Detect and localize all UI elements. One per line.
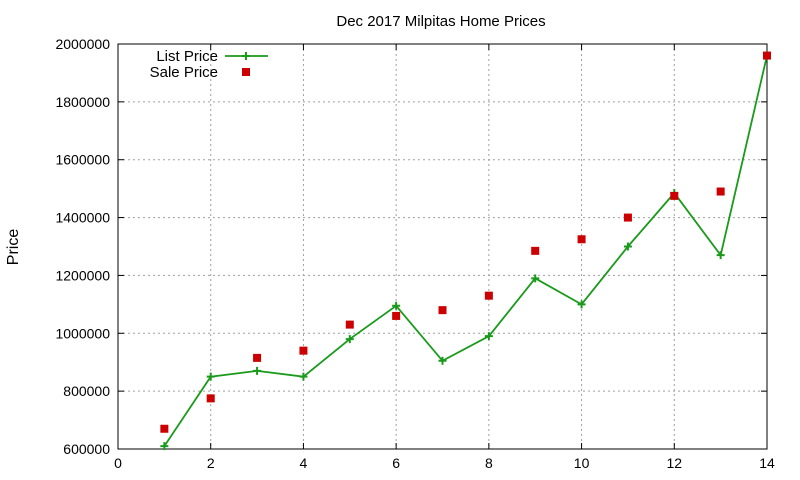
data-point — [345, 335, 354, 344]
x-tick-label: 10 — [574, 455, 590, 471]
axis-ticks — [117, 43, 768, 450]
plot-frame — [117, 43, 768, 450]
data-point — [484, 291, 493, 300]
y-tick-label: 800000 — [63, 383, 110, 399]
y-tick-label: 600000 — [63, 441, 110, 457]
y-tick-label: 1200000 — [55, 267, 110, 283]
x-tick-label: 14 — [759, 455, 775, 471]
y-tick-label: 1000000 — [55, 325, 110, 341]
legend-marker — [242, 52, 250, 60]
data-point — [392, 311, 401, 320]
series-line — [163, 55, 768, 447]
data-point — [623, 213, 632, 222]
legend-label: List Price — [156, 48, 218, 65]
legend-marker — [242, 68, 250, 76]
series-layer — [160, 51, 771, 451]
data-point — [160, 424, 169, 433]
data-point — [392, 301, 401, 310]
data-point — [670, 191, 679, 200]
y-tick-label: 1600000 — [55, 152, 110, 168]
x-tick-label: 2 — [207, 455, 215, 471]
grid-lines — [118, 44, 767, 449]
data-point — [577, 300, 586, 309]
data-point — [438, 356, 447, 365]
x-tick-label: 6 — [392, 455, 400, 471]
data-point — [531, 246, 540, 255]
y-tick-labels: 600000 800000 1000000 1200000 1400000 1600000… — [55, 36, 110, 457]
data-point — [716, 251, 725, 260]
series-2 — [160, 51, 771, 433]
data-point — [716, 187, 725, 196]
series-1 — [160, 51, 771, 451]
y-tick-label: 1800000 — [55, 94, 110, 110]
legend-label: Sale Price — [150, 64, 218, 81]
data-point — [763, 51, 771, 60]
data-point — [345, 320, 354, 329]
y-tick-label: 2000000 — [55, 36, 110, 52]
data-point — [253, 366, 262, 375]
y-tick-label: 1400000 — [55, 210, 110, 226]
data-point — [299, 372, 308, 381]
x-tick-labels: 0 2 4 6 8 10 12 14 — [114, 455, 775, 471]
data-point — [206, 372, 215, 381]
data-point — [299, 346, 308, 355]
data-point — [577, 235, 586, 244]
x-tick-label: 8 — [485, 455, 493, 471]
x-tick-label: 4 — [300, 455, 308, 471]
data-point — [484, 332, 493, 341]
data-point — [438, 306, 447, 315]
data-point — [623, 242, 632, 251]
x-tick-label: 0 — [114, 455, 122, 471]
data-point — [531, 274, 540, 283]
y-axis-label: Price — [5, 229, 22, 266]
x-tick-label: 12 — [666, 455, 682, 471]
data-point — [253, 353, 262, 362]
data-point — [160, 442, 169, 451]
data-point — [206, 394, 215, 403]
chart-title: Dec 2017 Milpitas Home Prices — [336, 13, 545, 30]
